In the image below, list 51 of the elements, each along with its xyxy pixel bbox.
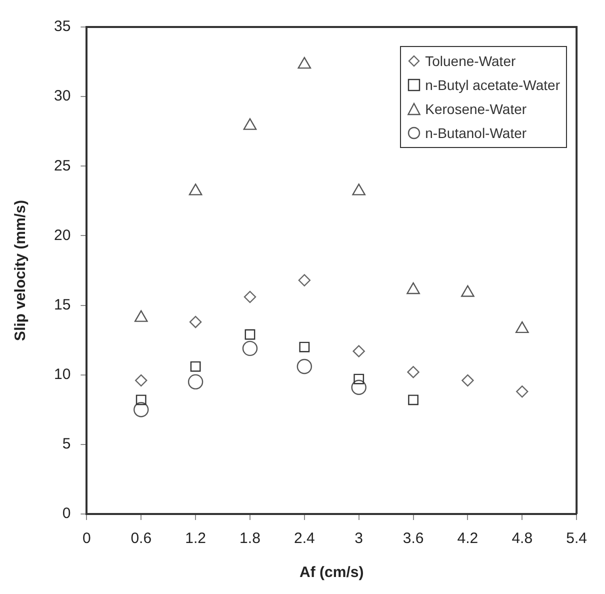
point [352,345,365,358]
point [243,118,257,130]
point [136,394,146,406]
point [134,402,149,418]
legend-label: Toluene-Water [425,52,516,71]
x-tick-label: 4.8 [512,530,533,548]
point [242,340,258,356]
y-tick-label: 25 [54,157,71,174]
y-tick-label: 35 [54,18,71,36]
legend-label: Kerosene-Water [425,100,527,119]
point [407,366,420,378]
point [135,374,148,387]
x-tick-label: 5.4 [566,530,588,548]
x-tick-label: 3.6 [402,530,424,548]
point [462,374,474,387]
point [406,282,420,294]
y-tick-label: 15 [54,296,71,314]
point [352,184,366,196]
point [296,358,312,374]
x-axis-title: Af (cm/s) [300,564,364,582]
y-axis-title: Slip velocity (mm/s) [12,200,30,341]
point [188,184,202,196]
point [354,374,364,384]
point [244,290,256,304]
point [134,310,148,322]
point [351,380,366,395]
point [461,285,474,297]
point [408,394,418,406]
point [244,329,256,340]
x-tick-label: 3 [354,530,364,548]
x-tick-label: 2.4 [294,530,315,548]
y-tick-label: 5 [62,436,71,453]
x-tick-label: 1.2 [185,530,206,548]
point [298,274,311,286]
y-tick-label: 30 [54,88,71,105]
point [516,385,528,398]
point [189,316,202,328]
point [515,321,529,334]
y-tick-label: 0 [62,505,71,522]
point [190,361,201,372]
point [298,56,312,69]
legend-label: n-Butyl acetate-Water [425,76,560,95]
point [188,374,204,390]
y-tick-label: 10 [54,366,71,383]
x-tick-label: 0.6 [130,530,152,548]
legend-label: n-Butanol-Water [425,124,527,143]
x-tick-label: 0 [82,530,91,548]
x-tick-label: 1.8 [240,530,260,548]
x-tick-label: 4.2 [457,530,478,548]
point [299,342,310,352]
y-tick-label: 20 [54,226,71,244]
